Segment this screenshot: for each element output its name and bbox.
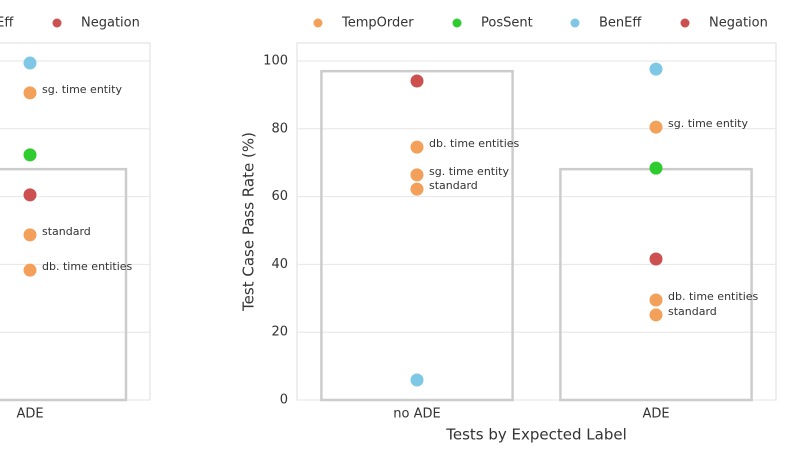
legend-label: TempOrder [341,16,414,31]
point [23,188,37,202]
y-tick-label: 40 [271,257,288,272]
bar [320,69,514,402]
point-label: sg. time entity [668,117,748,130]
point [410,182,424,196]
plot-frame [0,42,151,401]
legend-label: Negation [709,16,768,31]
point [649,161,663,175]
point [410,373,424,387]
point-label: sg. time entity [429,165,509,178]
legend-marker [570,18,580,28]
y-tick-label: 0 [280,393,288,408]
x-axis-label: Tests by Expected Label [445,426,627,444]
point [23,86,37,100]
point [649,252,663,266]
point [23,148,37,162]
legend-label: PosSent [481,16,533,31]
point-label: sg. time entity [42,83,122,96]
y-tick-label: 60 [271,189,288,204]
point-label: db. time entities [668,290,759,303]
point [410,74,424,88]
point [649,308,663,322]
point [410,140,424,154]
legend-label: BenEff [0,16,14,31]
point-label: standard [42,225,91,238]
point [649,293,663,307]
legend-marker [680,18,690,28]
x-tick-label: ADE [642,407,669,422]
point-label: db. time entities [42,260,133,273]
point [410,168,424,182]
x-tick-label: no ADE [393,407,440,422]
point [23,228,37,242]
point-label: standard [668,305,717,318]
legend-marker [52,18,62,28]
y-tick-label: 80 [271,121,288,136]
bar [559,167,753,402]
point [649,62,663,76]
legend-label: Negation [81,16,140,31]
y-tick-label: 20 [271,325,288,340]
legend-marker [452,18,462,28]
bar [0,167,128,402]
x-tick-label: ADE [16,407,43,422]
y-tick-label: 100 [263,54,288,69]
plot-frame [296,42,777,401]
point [649,120,663,134]
y-axis-label: Test Case Pass Rate (%) [240,132,258,312]
legend-label: BenEff [599,16,642,31]
point-label: standard [429,179,478,192]
point-label: db. time entities [429,137,520,150]
legend-marker [313,18,323,28]
point [23,56,37,70]
point [23,263,37,277]
